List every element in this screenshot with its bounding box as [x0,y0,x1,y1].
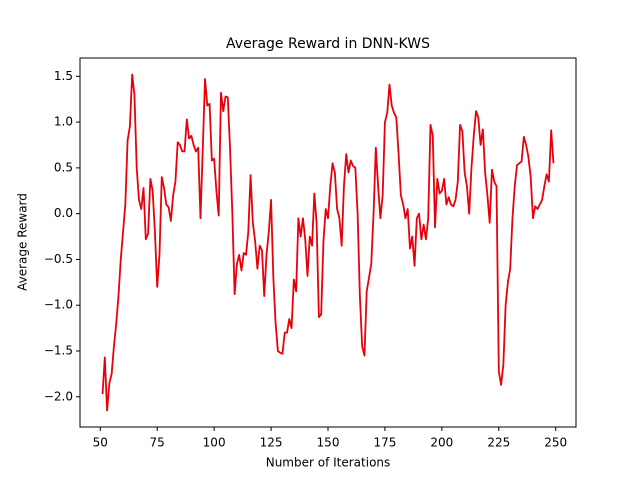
y-tick-label: 1.5 [54,69,73,83]
x-tick-label: 100 [203,436,226,450]
y-tick-label: 0.0 [54,206,73,220]
x-tick-label: 50 [93,436,108,450]
y-axis-label: Average Reward [16,193,30,291]
x-tick-label: 225 [487,436,510,450]
y-tick-label: −0.5 [44,252,73,266]
x-tick-label: 175 [373,436,396,450]
axes-frame [79,57,577,428]
y-tick-label: 1.0 [54,115,73,129]
x-tick-label: 75 [150,436,165,450]
x-tick-label: 250 [544,436,567,450]
x-tick-label: 125 [260,436,283,450]
y-tick-label: −1.5 [44,344,73,358]
x-tick-label: 200 [430,436,453,450]
y-tick-label: 0.5 [54,160,73,174]
line [101,73,555,412]
x-tick-label: 150 [317,436,340,450]
x-axis-label: Number of Iterations [266,456,391,470]
chart-title: Average Reward in DNN-KWS [226,36,430,52]
y-tick-label: −1.0 [44,298,73,312]
y-tick-label: −2.0 [44,389,73,403]
